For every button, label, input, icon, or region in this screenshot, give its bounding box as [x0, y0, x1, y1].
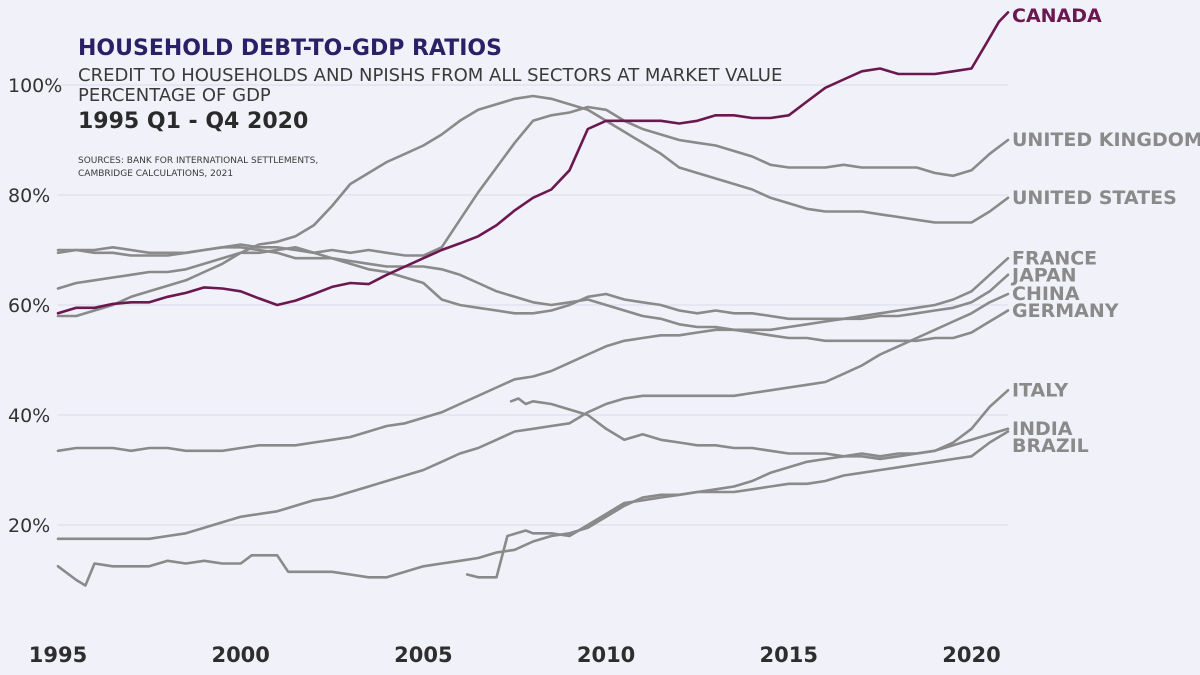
series-label-china: CHINA	[1012, 283, 1080, 305]
series-line-united-states	[56, 94, 1010, 290]
series-label-brazil: BRAZIL	[1012, 435, 1089, 457]
series-line-france	[56, 256, 1010, 453]
series-line-italy	[56, 389, 1010, 587]
y-tick-label-40: 40%	[8, 405, 50, 427]
series-label-india: INDIA	[1012, 418, 1073, 440]
x-tick-label-2020: 2020	[942, 643, 1000, 667]
x-tick-label-2005: 2005	[394, 643, 452, 667]
series-line-japan	[56, 246, 1010, 321]
series-line-brazil	[465, 430, 1010, 579]
chart-header: HOUSEHOLD DEBT-TO-GDP RATIOS CREDIT TO H…	[78, 36, 782, 179]
chart-title: HOUSEHOLD DEBT-TO-GDP RATIOS	[78, 36, 502, 61]
source-line-2: CAMBRIDGE CALCULATIONS, 2021	[78, 169, 233, 179]
series-label-germany: GERMANY	[1012, 300, 1119, 322]
chart-subtitle-line-1: CREDIT TO HOUSEHOLDS AND NPISHS FROM ALL…	[78, 65, 782, 86]
chart-subtitle-line-2: PERCENTAGE OF GDP	[78, 85, 271, 106]
series-label-japan: JAPAN	[1010, 264, 1077, 286]
series-label-italy: ITALY	[1012, 379, 1068, 401]
series-lines	[56, 11, 1010, 587]
x-tick-label-2010: 2010	[577, 643, 635, 667]
series-label-canada: CANADA	[1012, 5, 1102, 27]
source-line-1: SOURCES: BANK FOR INTERNATIONAL SETTLEME…	[78, 156, 318, 166]
series-line-india	[509, 397, 1010, 461]
series-line-germany	[56, 246, 1010, 343]
series-label-united-states: UNITED STATES	[1012, 187, 1177, 209]
y-axis-ticks: 20% 40% 60% 80% 100%	[8, 75, 62, 537]
x-tick-label-1995: 1995	[29, 643, 87, 667]
gridlines	[58, 84, 1008, 526]
chart-period: 1995 Q1 - Q4 2020	[78, 109, 308, 134]
series-line-canada	[56, 11, 1010, 315]
y-tick-label-60: 60%	[8, 295, 50, 317]
x-tick-label-2000: 2000	[211, 643, 269, 667]
series-label-united-kingdom: UNITED KINGDOM	[1012, 129, 1200, 151]
series-end-labels: CANADA UNITED KINGDOM UNITED STATES FRANCEJ…	[1010, 5, 1200, 457]
x-tick-label-2015: 2015	[760, 643, 818, 667]
series-label-france: FRANCE	[1012, 247, 1097, 269]
y-tick-label-80: 80%	[8, 185, 50, 207]
x-axis-ticks: 1995 2000 2005 2010 2015 2020	[29, 643, 1001, 667]
y-tick-label-20: 20%	[8, 515, 50, 537]
y-tick-label-100: 100%	[8, 75, 62, 97]
series-line-china	[56, 292, 1010, 541]
